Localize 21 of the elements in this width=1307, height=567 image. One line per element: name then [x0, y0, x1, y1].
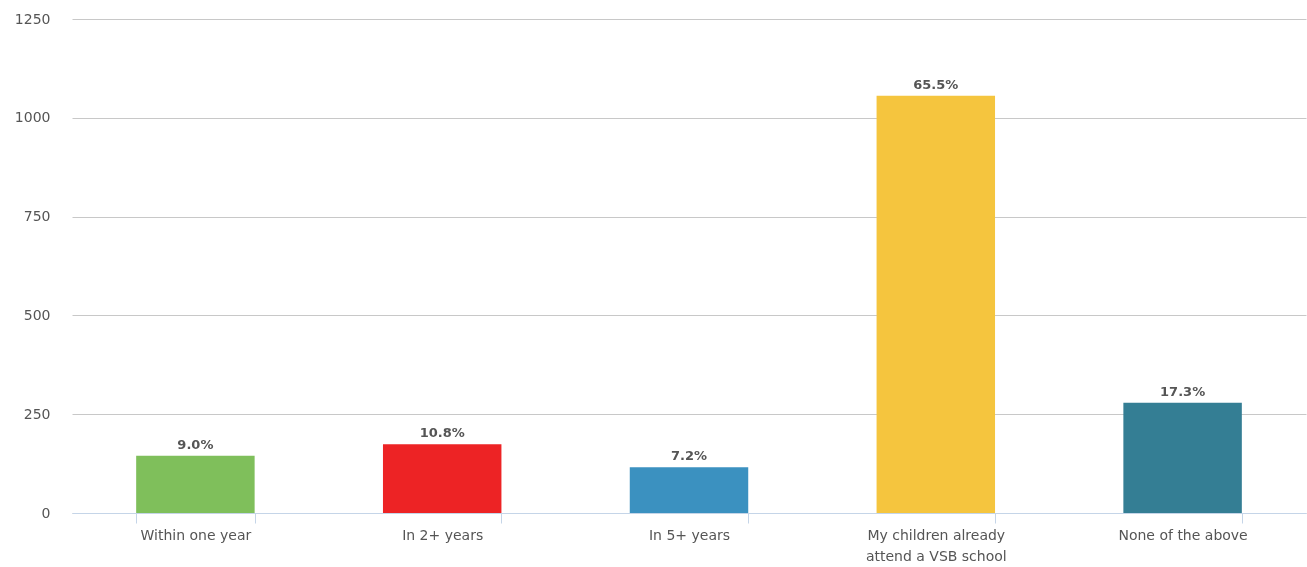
y-tick-label: 1000 [14, 109, 51, 126]
annotation: 17.3% [1160, 383, 1206, 399]
x-tick-label: My children already attend a VSB school [865, 526, 1007, 564]
y-tick-label: 500 [23, 306, 51, 323]
x-tick-label: In 2+ years [402, 526, 484, 543]
annotation: 10.8% [419, 425, 465, 441]
x-tick-label: Within one year [140, 526, 252, 543]
bar [629, 467, 749, 513]
bar [1123, 402, 1242, 513]
x-tick-label: In 5+ years [648, 526, 731, 543]
annotation: 9.0% [177, 436, 214, 452]
bar [876, 95, 996, 513]
bar [382, 444, 502, 513]
annotation: 65.5% [913, 76, 959, 92]
y-tick-label: 750 [23, 208, 51, 225]
y-tick-label: 0 [41, 504, 51, 521]
y-tick-label: 250 [23, 405, 51, 422]
x-tick-label: None of the above [1118, 526, 1248, 543]
bar [136, 455, 255, 513]
annotation: 7.2% [670, 448, 708, 464]
y-tick-label: 1250 [14, 10, 51, 27]
